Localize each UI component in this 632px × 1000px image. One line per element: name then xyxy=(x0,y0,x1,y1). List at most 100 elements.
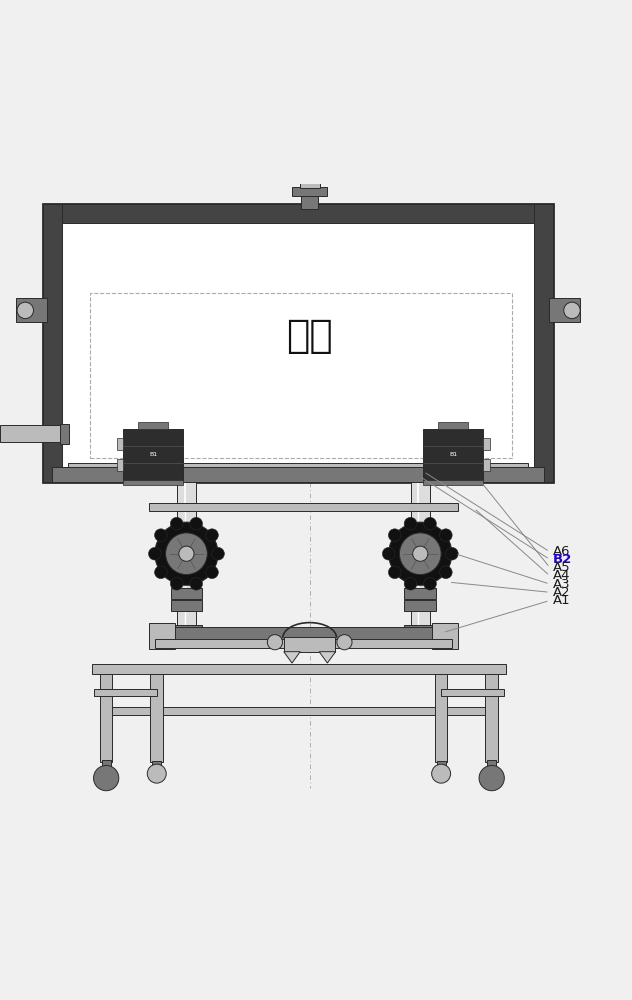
Circle shape xyxy=(171,577,183,590)
Bar xyxy=(150,674,163,762)
Bar xyxy=(149,623,175,649)
Bar xyxy=(177,479,196,535)
Text: A2: A2 xyxy=(553,586,571,599)
Circle shape xyxy=(413,546,428,561)
Bar xyxy=(439,422,468,429)
Bar xyxy=(292,187,327,196)
Bar xyxy=(404,625,436,636)
Circle shape xyxy=(423,577,436,590)
Circle shape xyxy=(389,529,401,541)
Circle shape xyxy=(179,546,194,561)
Bar xyxy=(152,761,161,767)
Bar xyxy=(43,204,553,482)
Circle shape xyxy=(171,517,183,530)
Bar xyxy=(487,760,496,770)
Circle shape xyxy=(564,302,580,319)
Bar xyxy=(62,223,534,467)
Bar xyxy=(404,600,436,611)
Bar xyxy=(90,293,512,458)
Bar xyxy=(483,459,490,471)
Circle shape xyxy=(423,517,436,530)
Text: A1: A1 xyxy=(553,594,571,607)
Bar xyxy=(177,511,196,633)
Text: A6: A6 xyxy=(553,545,571,558)
Text: B1: B1 xyxy=(149,452,157,457)
Bar xyxy=(43,204,62,482)
Circle shape xyxy=(404,577,417,590)
Circle shape xyxy=(337,635,352,650)
Bar xyxy=(284,637,336,652)
Bar xyxy=(155,639,452,648)
Bar xyxy=(534,204,553,482)
Circle shape xyxy=(17,302,33,319)
Text: B1: B1 xyxy=(449,452,458,457)
Polygon shape xyxy=(319,652,336,663)
Bar xyxy=(94,689,157,696)
Circle shape xyxy=(439,529,452,541)
Bar xyxy=(404,588,436,599)
Bar xyxy=(411,511,430,633)
Bar xyxy=(441,689,504,696)
Bar xyxy=(171,588,202,599)
Text: A5: A5 xyxy=(553,561,571,574)
Circle shape xyxy=(155,522,218,585)
Bar xyxy=(483,438,490,450)
Bar xyxy=(43,467,553,482)
Circle shape xyxy=(155,566,167,579)
Bar xyxy=(432,623,458,649)
Circle shape xyxy=(382,547,395,560)
Text: B2: B2 xyxy=(553,553,572,566)
Bar xyxy=(117,459,123,471)
Circle shape xyxy=(149,547,161,560)
Bar xyxy=(138,422,168,429)
Circle shape xyxy=(205,566,218,579)
Circle shape xyxy=(439,566,452,579)
Circle shape xyxy=(432,764,451,783)
Text: A4: A4 xyxy=(553,569,571,582)
Circle shape xyxy=(190,517,202,530)
Bar xyxy=(107,707,490,715)
Bar xyxy=(43,204,553,223)
Circle shape xyxy=(399,533,441,575)
Circle shape xyxy=(155,529,167,541)
Circle shape xyxy=(94,765,119,791)
Text: A3: A3 xyxy=(553,578,571,591)
Circle shape xyxy=(212,547,224,560)
Circle shape xyxy=(147,764,166,783)
Bar xyxy=(52,467,544,482)
Circle shape xyxy=(389,522,452,585)
Bar xyxy=(152,627,455,645)
Polygon shape xyxy=(284,652,300,663)
Bar xyxy=(437,761,446,767)
Circle shape xyxy=(190,577,202,590)
Bar xyxy=(171,600,202,611)
Bar xyxy=(301,195,318,209)
Bar xyxy=(117,438,123,450)
Bar xyxy=(300,182,320,188)
Circle shape xyxy=(205,529,218,541)
Bar xyxy=(16,298,47,322)
Bar xyxy=(423,480,483,485)
Bar xyxy=(68,463,528,467)
Bar xyxy=(549,298,580,322)
Bar xyxy=(423,429,483,480)
Bar xyxy=(100,674,112,762)
Circle shape xyxy=(479,765,504,791)
Circle shape xyxy=(166,533,207,575)
Circle shape xyxy=(404,517,417,530)
Circle shape xyxy=(267,635,283,650)
Circle shape xyxy=(389,566,401,579)
Bar xyxy=(92,664,506,674)
Bar xyxy=(123,429,183,480)
Bar xyxy=(171,625,202,636)
Bar xyxy=(149,503,458,511)
Circle shape xyxy=(446,547,458,560)
Bar xyxy=(411,479,430,535)
Bar xyxy=(485,674,498,762)
Bar xyxy=(102,760,111,770)
Text: 工件: 工件 xyxy=(286,317,333,355)
Bar xyxy=(435,674,447,762)
Bar xyxy=(123,480,183,485)
Bar xyxy=(0,425,63,442)
Bar xyxy=(60,424,69,444)
